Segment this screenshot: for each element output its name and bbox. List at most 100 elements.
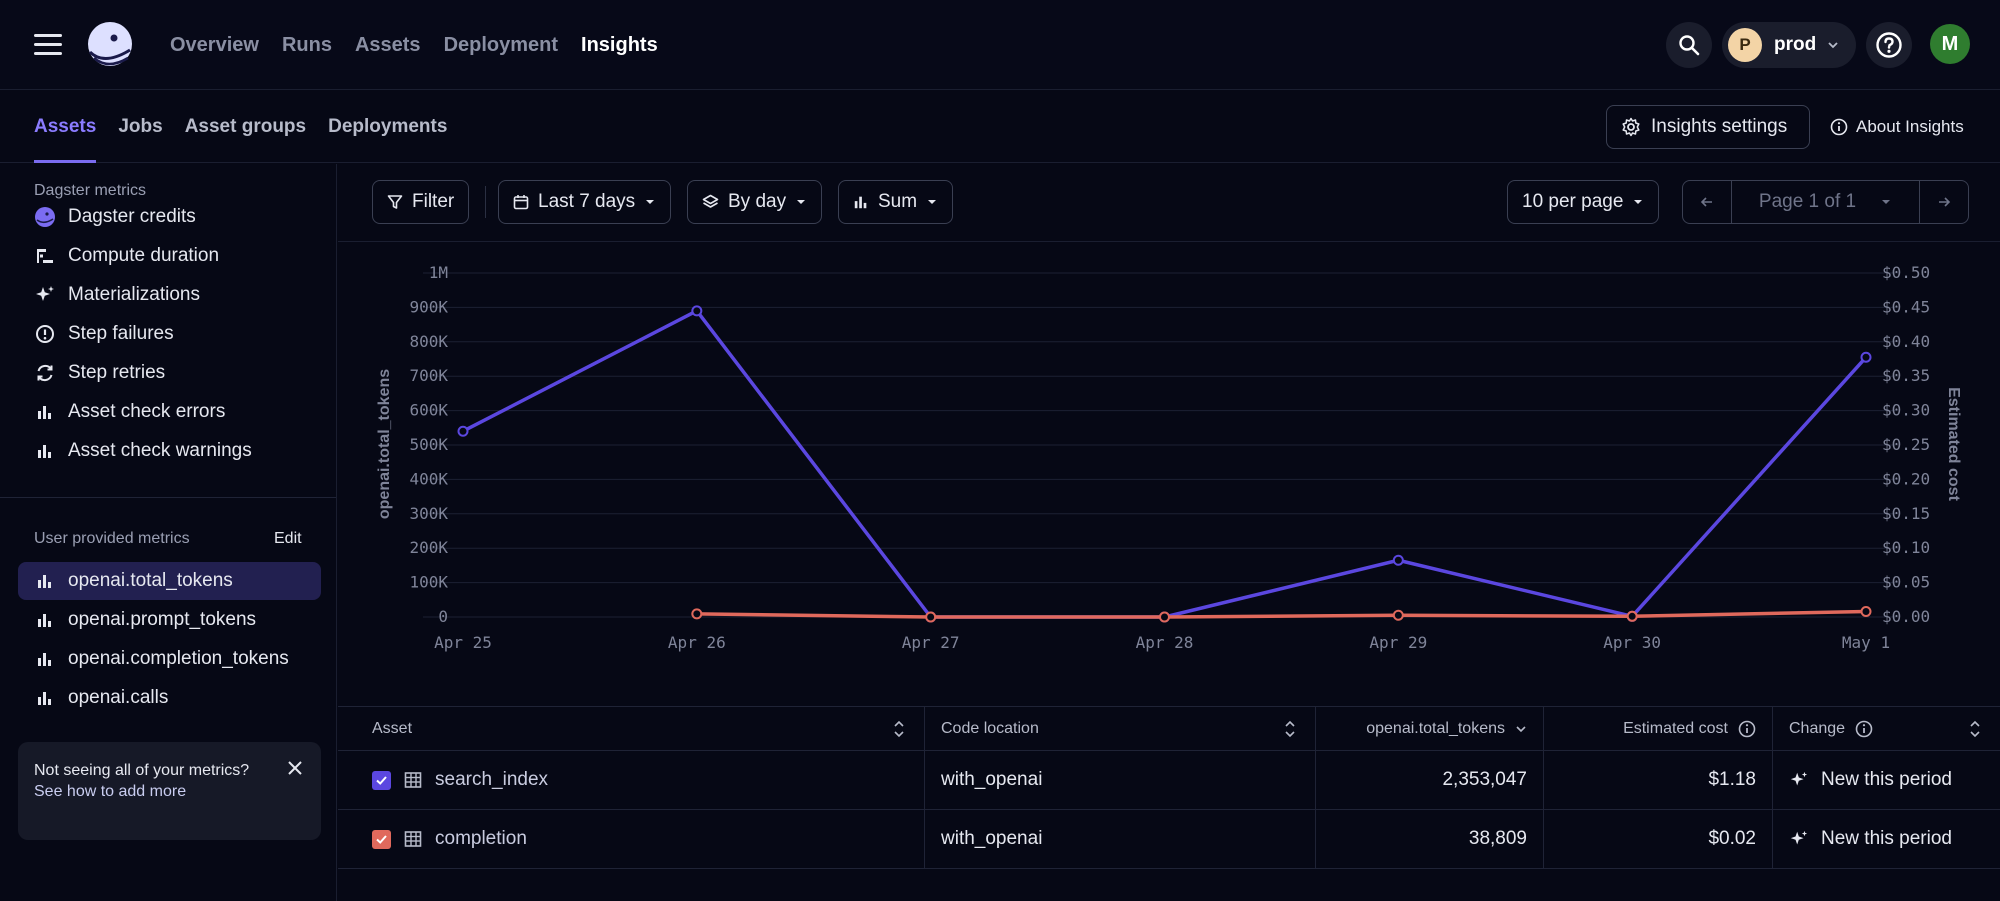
metrics-sidebar: Dagster metrics Dagster credits Compute …: [0, 164, 337, 901]
grouping-select[interactable]: By day: [687, 180, 823, 224]
series-checkbox[interactable]: [372, 770, 391, 790]
about-insights-link[interactable]: About Insights: [1830, 105, 1964, 149]
header-code-location[interactable]: Code location: [925, 707, 1316, 750]
bar-chart-icon: [34, 401, 56, 423]
data-point-completion[interactable]: [925, 611, 937, 623]
dagster-metrics-heading: Dagster metrics: [34, 182, 147, 199]
dagster-logo[interactable]: [84, 20, 136, 72]
nav-assets[interactable]: Assets: [354, 33, 421, 56]
search-button[interactable]: [1666, 22, 1712, 68]
metric-dagster-credits[interactable]: Dagster credits: [18, 198, 321, 236]
deployment-switcher[interactable]: P prod: [1722, 22, 1856, 68]
bar-chart-icon: [34, 609, 56, 631]
prev-page-button[interactable]: [1683, 181, 1731, 223]
metric-label: Materializations: [68, 284, 200, 305]
header-estimated-cost[interactable]: Estimated cost: [1544, 707, 1773, 750]
warning-circle-icon: [34, 323, 56, 345]
header-label: Asset: [372, 719, 413, 737]
layers-icon: [702, 194, 719, 208]
chart-series: [457, 305, 1872, 623]
metric-label: Dagster credits: [68, 206, 196, 227]
x-tick-label: Apr 28: [1136, 633, 1194, 652]
insights-settings-button[interactable]: Insights settings: [1606, 105, 1810, 149]
data-point-completion[interactable]: [1159, 611, 1170, 623]
nav-insights[interactable]: Insights: [581, 33, 658, 56]
asset-cell: search_index: [338, 751, 925, 809]
table-row[interactable]: search_index with_openai 2,353,047 $1.18…: [338, 751, 2000, 810]
data-point-search_index[interactable]: [1860, 351, 1872, 363]
y-tick-label: 500K: [409, 435, 448, 454]
metric-asset-check-warnings[interactable]: Asset check warnings: [18, 432, 321, 470]
metric-compute-duration[interactable]: Compute duration: [18, 237, 321, 275]
arrow-right-icon: [1939, 197, 1951, 207]
asset-link[interactable]: completion: [435, 828, 527, 849]
data-point-completion[interactable]: [1626, 610, 1638, 622]
metric-label: Compute duration: [68, 245, 220, 266]
menu-icon[interactable]: [34, 34, 62, 56]
data-point-completion[interactable]: [1860, 605, 1872, 617]
asset-link[interactable]: search_index: [435, 769, 549, 790]
metric-openai-calls[interactable]: openai.calls: [18, 679, 321, 717]
code-location-cell[interactable]: with_openai: [925, 810, 1316, 868]
hint-link[interactable]: See how to add more: [34, 783, 187, 800]
metric-step-failures[interactable]: Step failures: [18, 315, 321, 353]
table-row[interactable]: completion with_openai 38,809 $0.02 New …: [338, 810, 2000, 869]
data-point-completion[interactable]: [1392, 609, 1404, 621]
sidebar-divider: [0, 497, 336, 498]
nav-deployment[interactable]: Deployment: [443, 33, 559, 56]
user-avatar[interactable]: M: [1930, 24, 1970, 64]
per-page-label: 10 per page: [1522, 191, 1624, 212]
header-asset[interactable]: Asset: [338, 707, 925, 750]
header-change[interactable]: Change: [1773, 707, 2000, 750]
series-line-completion: [696, 609, 1867, 619]
metric-materializations[interactable]: Materializations: [18, 276, 321, 314]
close-icon[interactable]: [287, 760, 303, 776]
filter-button[interactable]: Filter: [372, 180, 470, 224]
tokens-cell: 2,353,047: [1316, 751, 1544, 809]
tab-asset-groups[interactable]: Asset groups: [184, 116, 307, 137]
page-select[interactable]: Page 1 of 1: [1731, 181, 1920, 223]
info-icon: [1830, 118, 1848, 136]
next-page-button[interactable]: [1920, 181, 1968, 223]
edit-metrics-link[interactable]: Edit: [274, 530, 302, 547]
filter-label: Filter: [412, 191, 455, 212]
y-tick-label: 900K: [409, 297, 448, 316]
tab-deployments[interactable]: Deployments: [328, 116, 448, 137]
y2-axis-title: Estimated cost: [1945, 387, 1962, 501]
date-range-select[interactable]: Last 7 days: [498, 180, 672, 224]
about-insights-label: About Insights: [1856, 117, 1964, 136]
y-axis-ticks: 0 100K 200K 300K 400K 500K 600K 700K 800K 900K 1M: [409, 263, 448, 626]
y2-tick-label: $0.35: [1882, 366, 1930, 385]
table-icon: [404, 831, 422, 847]
aggregation-select[interactable]: Sum: [838, 180, 954, 224]
tab-jobs[interactable]: Jobs: [118, 116, 163, 137]
tab-assets[interactable]: Assets: [34, 90, 97, 163]
per-page-select[interactable]: 10 per page: [1507, 180, 1660, 224]
data-point-search_index[interactable]: [1392, 554, 1404, 566]
code-location-cell[interactable]: with_openai: [925, 751, 1316, 809]
grouping-label: By day: [728, 191, 787, 212]
nav-runs[interactable]: Runs: [281, 33, 332, 56]
metric-asset-check-errors[interactable]: Asset check errors: [18, 393, 321, 431]
table-icon: [404, 772, 422, 788]
caret-down-icon: [928, 200, 937, 204]
deployment-label: prod: [1774, 34, 1817, 55]
table-header: Asset Code location openai.total_tokens …: [338, 706, 2000, 751]
nav-overview[interactable]: Overview: [170, 33, 259, 56]
metric-openai-completion-tokens[interactable]: openai.completion_tokens: [18, 640, 321, 678]
line-chart: 0100K200K300K400K500K600K700K800K900K1M …: [376, 263, 1962, 652]
metric-label: openai.completion_tokens: [68, 648, 289, 669]
header-label: openai.total_tokens: [1366, 719, 1505, 737]
data-point-search_index[interactable]: [691, 305, 703, 317]
help-button[interactable]: [1866, 22, 1912, 68]
y-tick-label: 0: [438, 607, 448, 626]
data-point-search_index[interactable]: [457, 425, 469, 437]
data-point-completion[interactable]: [691, 608, 703, 620]
header-total-tokens[interactable]: openai.total_tokens: [1316, 707, 1544, 750]
metric-openai-prompt-tokens[interactable]: openai.prompt_tokens: [18, 601, 321, 639]
metric-step-retries[interactable]: Step retries: [18, 354, 321, 392]
help-icon: [1876, 32, 1902, 58]
metric-openai-total-tokens[interactable]: openai.total_tokens: [18, 562, 321, 600]
y-tick-label: 300K: [409, 504, 448, 523]
series-checkbox[interactable]: [372, 829, 391, 849]
